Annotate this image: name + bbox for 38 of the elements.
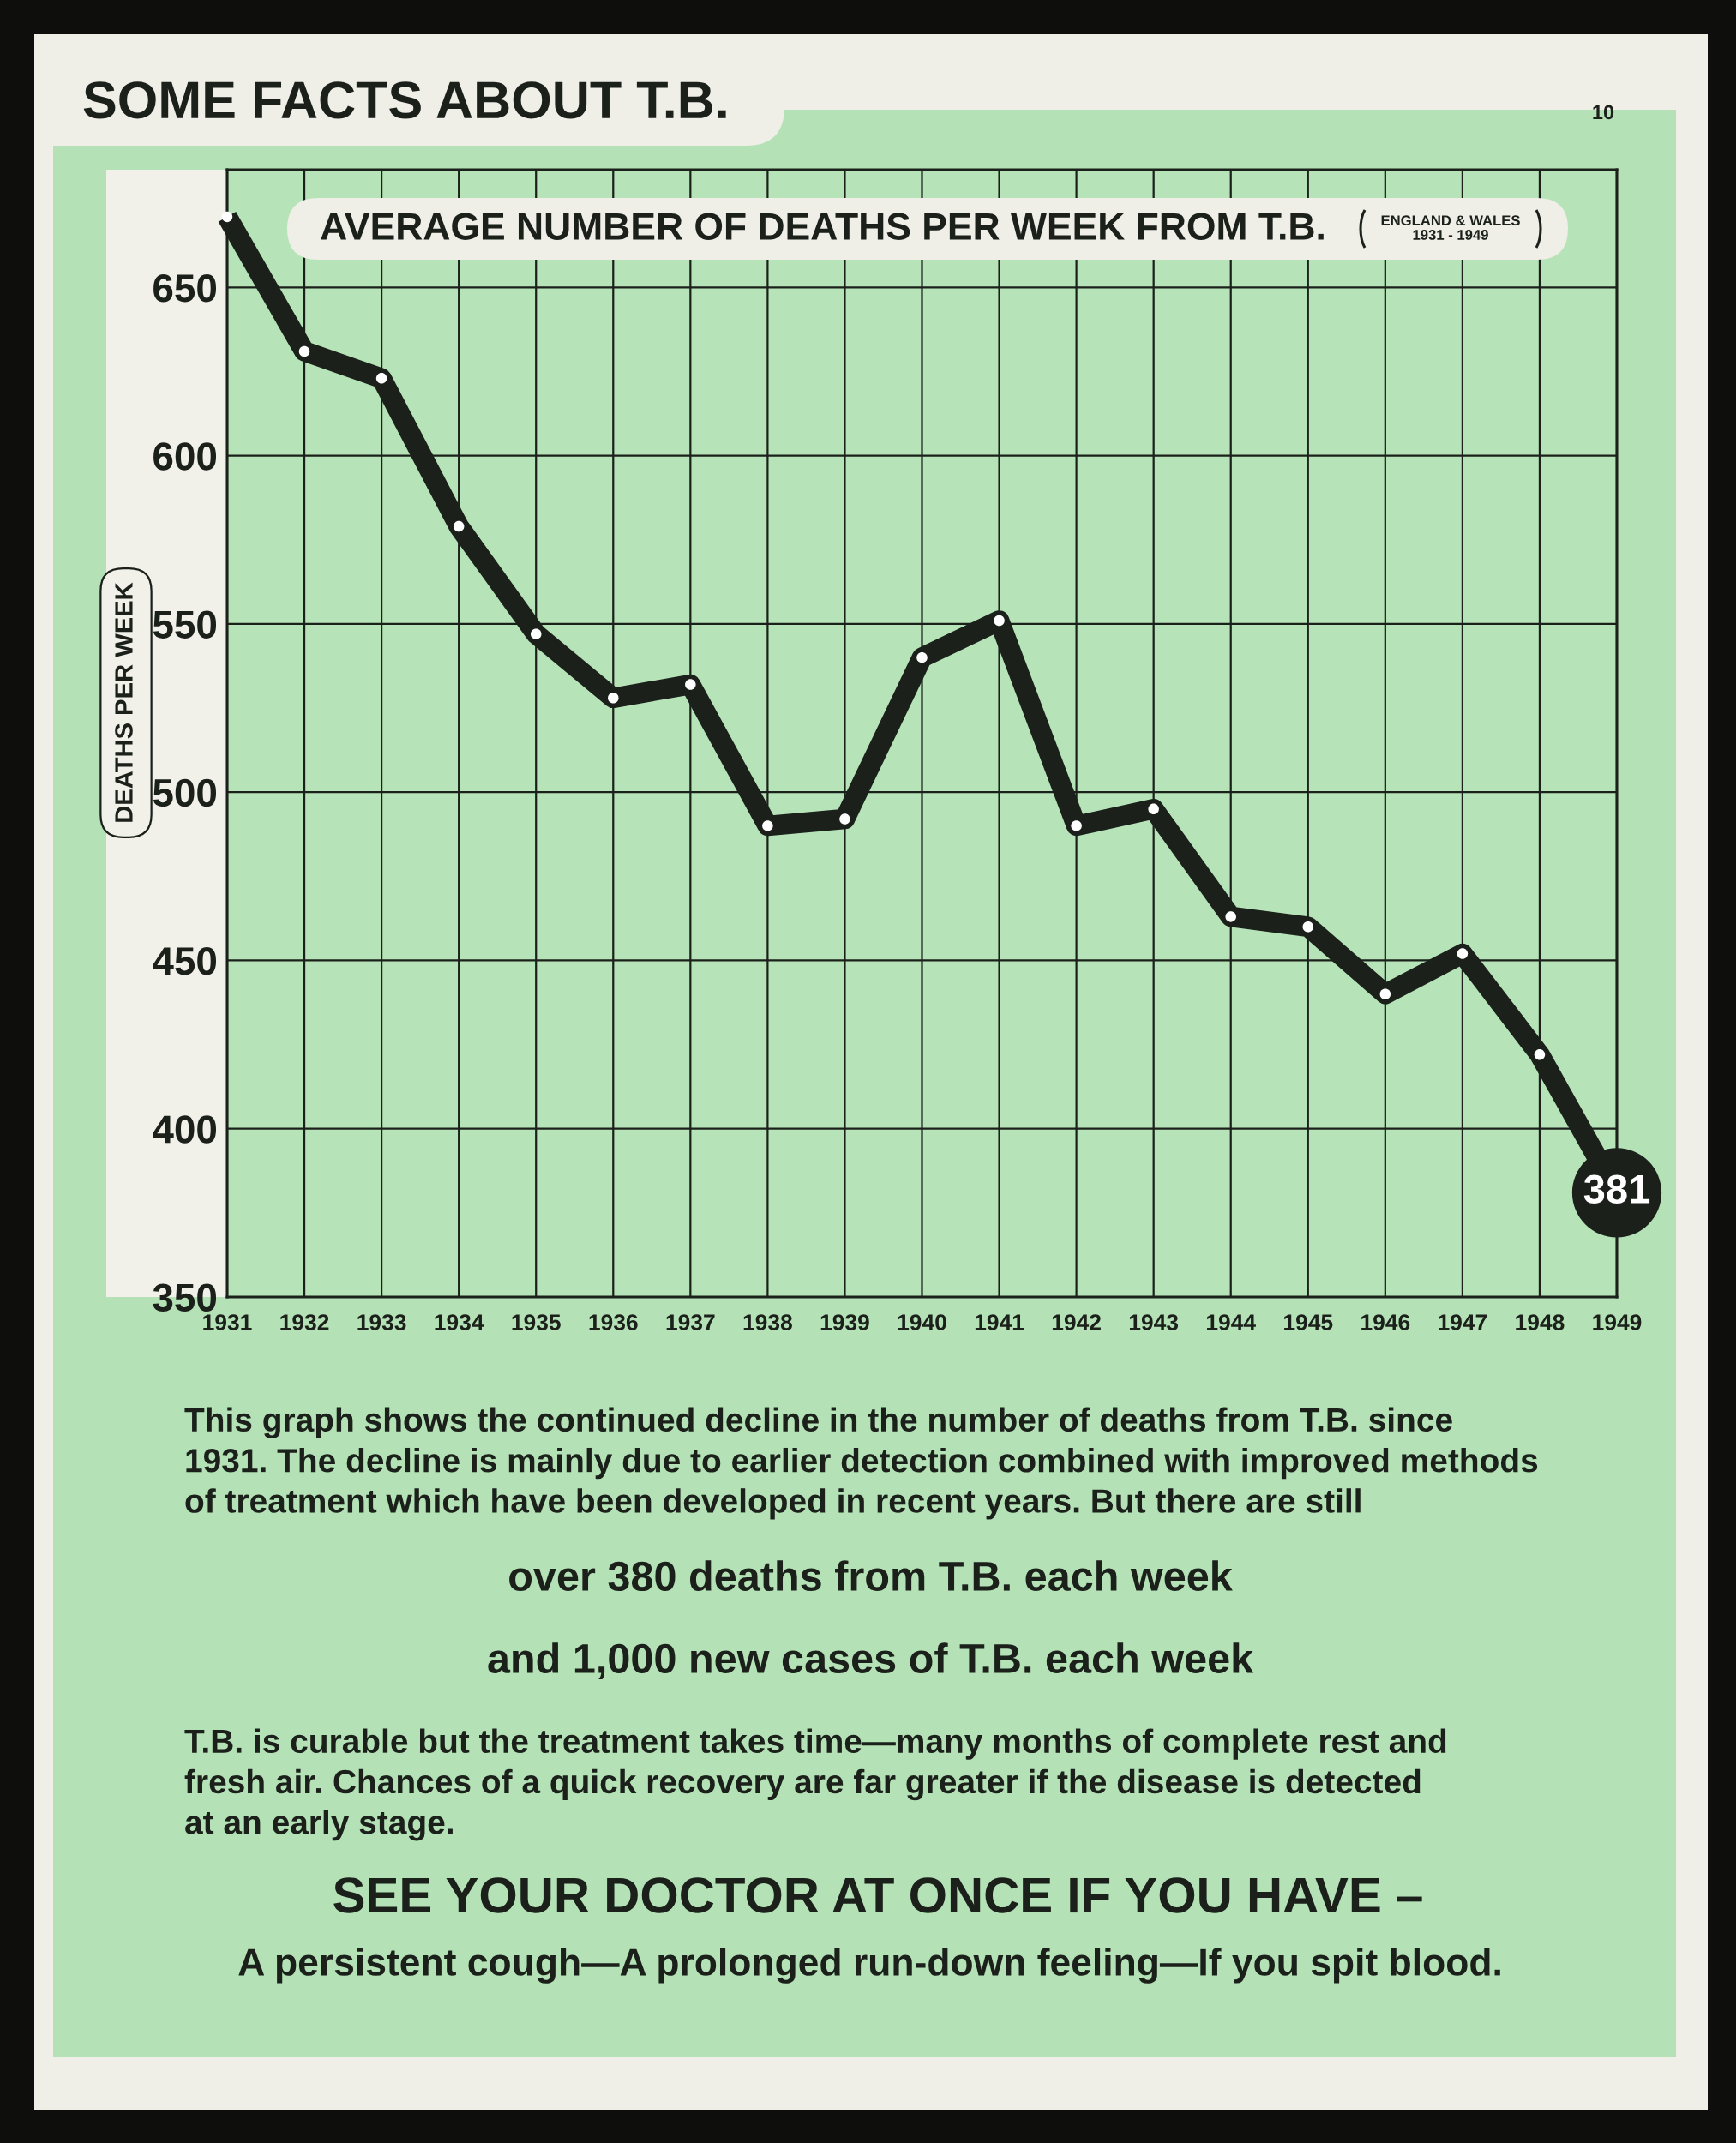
y-tick-label: 600 xyxy=(153,442,217,471)
text: SEE YOUR DOCTOR AT ONCE IF YOU HAVE – xyxy=(333,1877,1422,1913)
text: A persistent cough—A prolonged run-down feeling—If you spit blood. xyxy=(238,1948,1500,1984)
text: and 1,000 new cases of T.B. each week xyxy=(488,1642,1254,1680)
x-tick-label: 1941 xyxy=(975,1314,1024,1330)
x-tick-label: 1949 xyxy=(1593,1314,1642,1330)
text: T.B. is curable but the treatment takes time—many months of complete rest and fresh air. Chances of a quick recovery are far greater if the disease is detected at an early stage. xyxy=(184,1728,1446,1841)
x-tick-label: 1944 xyxy=(1207,1314,1256,1330)
x-tick-label: 1935 xyxy=(512,1314,561,1330)
x-tick-label: 1938 xyxy=(743,1314,792,1330)
x-tick-label: 1942 xyxy=(1052,1314,1101,1330)
text: This graph shows the continued decline in the number of deaths from T.B. since 1931. The decline is mainly due to earlier detection combined with improved methods of treatment which have been developed in recent years. But there are still xyxy=(184,1407,1538,1520)
x-tick-label: 1940 xyxy=(898,1314,946,1330)
y-tick-label: 450 xyxy=(153,947,217,975)
x-tick-label: 1946 xyxy=(1361,1314,1410,1330)
text: over 380 deaths from T.B. each week xyxy=(509,1560,1233,1592)
y-tick-label: 650 xyxy=(153,273,217,303)
y-tick-label: 500 xyxy=(153,778,217,807)
x-tick-label: 1933 xyxy=(357,1314,406,1330)
x-tick-label: 1937 xyxy=(666,1314,715,1330)
text: ENGLAND & WALES 1931 - 1949 xyxy=(1381,215,1520,240)
text: 10 xyxy=(1593,105,1614,120)
text: SOME FACTS ABOUT T.B. xyxy=(83,81,726,119)
x-tick-label: 1947 xyxy=(1439,1314,1487,1330)
x-tick-label: 1948 xyxy=(1516,1314,1565,1330)
x-tick-label: 1939 xyxy=(820,1314,869,1330)
text: AVERAGE NUMBER OF DEATHS PER WEEK FROM T.B. xyxy=(321,213,1324,240)
x-tick-label: 1931 xyxy=(203,1314,252,1330)
x-tick-label: 1945 xyxy=(1284,1314,1333,1330)
y-tick-label: 400 xyxy=(153,1115,217,1144)
x-tick-label: 1934 xyxy=(435,1314,484,1330)
x-tick-label: 1932 xyxy=(280,1314,329,1330)
y-tick-label: 550 xyxy=(153,610,217,639)
x-tick-label: 1943 xyxy=(1129,1314,1179,1330)
x-tick-label: 1936 xyxy=(589,1314,638,1330)
y-axis-title: DEATHS PER WEEK xyxy=(115,582,133,822)
y-tick-label: 350 xyxy=(153,1283,217,1312)
data-label: 381 xyxy=(1583,1174,1650,1204)
